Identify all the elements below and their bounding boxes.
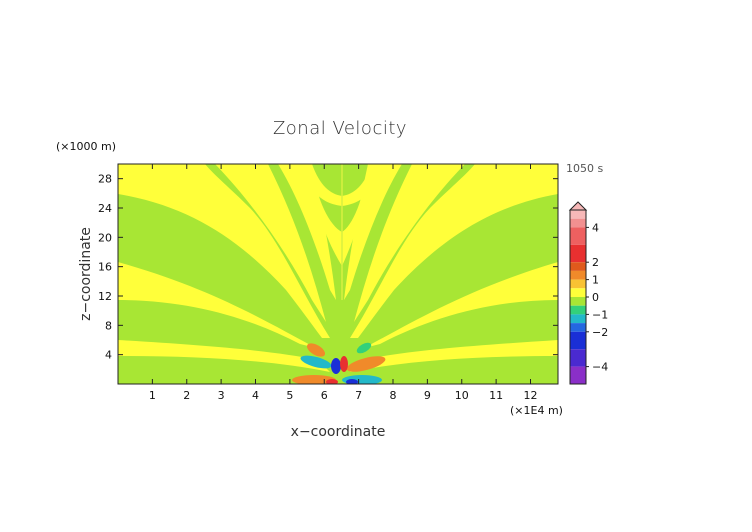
- colorbar-level: [570, 349, 586, 367]
- band-left-1: [118, 340, 330, 372]
- colorbar-level: [570, 297, 586, 306]
- blob-orange-bottom-left: [292, 375, 336, 384]
- y-axis-ticks: 4 8 12 16 20 24 28: [98, 173, 558, 362]
- colorbar-label: 1: [592, 274, 599, 287]
- y-tick-label: 24: [98, 202, 112, 215]
- colorbar-level: [570, 288, 586, 297]
- blob-cyan-left: [300, 355, 332, 369]
- x-tick-label: 11: [489, 389, 503, 402]
- colorbar-level: [570, 331, 586, 350]
- x-tick-label: 5: [286, 389, 293, 402]
- colorbar-level: [570, 244, 586, 263]
- x-unit-label: (×1E4 m): [510, 404, 563, 417]
- colorbar-level: [570, 262, 586, 271]
- colorbar-level: [570, 314, 586, 324]
- blob-blue-center: [331, 358, 341, 374]
- colorbar-level: [570, 218, 586, 228]
- colorbar: 4 2 1 0 −1 −2 −4: [568, 201, 608, 385]
- y-tick-label: 12: [98, 290, 112, 303]
- colorbar-label: −1: [592, 308, 608, 321]
- y-tick-label: 20: [98, 231, 112, 244]
- y-axis-label: z−coordinate: [78, 227, 94, 321]
- x-tick-label: 7: [355, 389, 362, 402]
- band-left-2: [118, 262, 316, 348]
- blob-orange-left-upper: [306, 343, 326, 357]
- colorbar-level: [570, 270, 586, 280]
- colorbar-level: [570, 227, 586, 245]
- x-tick-label: 8: [390, 389, 397, 402]
- colorbar-level: [570, 279, 586, 289]
- x-axis-ticks: 1 2 3 4 5 6 7 8 9 10 11 12: [149, 164, 538, 402]
- x-tick-label: 9: [424, 389, 431, 402]
- band-left-4: [215, 164, 326, 322]
- colorbar-label: 4: [592, 221, 599, 234]
- x-tick-label: 1: [149, 389, 156, 402]
- chart-title: Zonal Velocity: [273, 118, 407, 139]
- velocity-field: [118, 164, 558, 384]
- colorbar-label: −4: [592, 361, 608, 374]
- colorbar-label: 2: [592, 256, 599, 269]
- blob-blue-bottom: [346, 379, 358, 384]
- band-right-2: [364, 262, 558, 348]
- y-tick-label: 4: [105, 349, 112, 362]
- colorbar-label: −2: [592, 326, 608, 339]
- blob-red-bottom: [326, 379, 338, 384]
- x-tick-label: 6: [321, 389, 328, 402]
- y-tick-label: 8: [105, 319, 112, 332]
- x-tick-label: 10: [455, 389, 469, 402]
- y-tick-label: 16: [98, 261, 112, 274]
- colorbar-level: [570, 305, 586, 315]
- x-tick-label: 2: [183, 389, 190, 402]
- time-label: 1050 s: [566, 162, 603, 175]
- x-tick-label: 3: [218, 389, 225, 402]
- colorbar-level: [570, 323, 586, 332]
- colorbar-level: [570, 366, 586, 384]
- colorbar-label: 0: [592, 291, 599, 304]
- y-unit-label: (×1000 m): [56, 140, 116, 153]
- plot-frame: [117, 163, 559, 385]
- band-left-3: [118, 164, 330, 338]
- top-arc: [300, 164, 384, 206]
- y-tick-label: 28: [98, 173, 112, 186]
- x-tick-label: 4: [252, 389, 259, 402]
- colorbar-level: [570, 210, 586, 219]
- blob-red-center: [340, 356, 348, 372]
- x-tick-label: 12: [524, 389, 538, 402]
- x-axis-label: x−coordinate: [291, 424, 386, 440]
- colorbar-extend-arrow: [568, 201, 588, 211]
- blob-orange-right: [346, 356, 386, 372]
- band-right-3: [350, 164, 558, 338]
- band-right-4: [354, 164, 465, 322]
- band-right-1: [350, 340, 558, 372]
- blob-cyan-right-upper: [356, 342, 372, 354]
- band-left-5: [278, 164, 336, 300]
